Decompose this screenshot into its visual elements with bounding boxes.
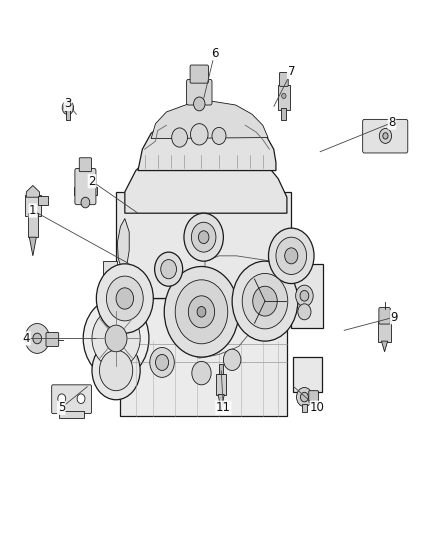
FancyBboxPatch shape bbox=[187, 79, 212, 105]
Circle shape bbox=[150, 348, 174, 377]
PathPatch shape bbox=[138, 112, 276, 171]
Text: 7: 7 bbox=[287, 66, 295, 78]
Circle shape bbox=[197, 306, 206, 317]
FancyBboxPatch shape bbox=[378, 321, 391, 342]
Bar bbox=[66, 107, 70, 120]
Circle shape bbox=[285, 248, 298, 264]
Polygon shape bbox=[218, 394, 224, 410]
Circle shape bbox=[105, 325, 127, 352]
Circle shape bbox=[191, 222, 216, 252]
Circle shape bbox=[62, 101, 74, 115]
Bar bbox=[59, 411, 84, 418]
Text: 8: 8 bbox=[389, 116, 396, 129]
Circle shape bbox=[300, 290, 309, 301]
Text: 4: 4 bbox=[22, 332, 30, 345]
Circle shape bbox=[297, 387, 312, 407]
FancyBboxPatch shape bbox=[216, 374, 226, 395]
Circle shape bbox=[83, 298, 149, 378]
Text: 1: 1 bbox=[29, 204, 37, 217]
Circle shape bbox=[198, 231, 209, 244]
FancyBboxPatch shape bbox=[379, 308, 390, 324]
Circle shape bbox=[155, 354, 169, 370]
Circle shape bbox=[92, 309, 140, 368]
FancyBboxPatch shape bbox=[363, 119, 408, 153]
Circle shape bbox=[33, 333, 42, 344]
Circle shape bbox=[188, 296, 215, 328]
PathPatch shape bbox=[151, 101, 268, 139]
Circle shape bbox=[164, 266, 239, 357]
Circle shape bbox=[223, 349, 241, 370]
Text: 6: 6 bbox=[211, 47, 219, 60]
FancyBboxPatch shape bbox=[103, 261, 117, 290]
Circle shape bbox=[191, 124, 208, 145]
Circle shape bbox=[96, 264, 153, 333]
Circle shape bbox=[300, 392, 308, 402]
Circle shape bbox=[184, 213, 223, 261]
Circle shape bbox=[298, 304, 311, 320]
PathPatch shape bbox=[117, 219, 129, 269]
Circle shape bbox=[172, 128, 187, 147]
Polygon shape bbox=[381, 341, 388, 352]
FancyBboxPatch shape bbox=[79, 158, 92, 172]
FancyBboxPatch shape bbox=[309, 391, 318, 402]
Circle shape bbox=[92, 341, 140, 400]
FancyBboxPatch shape bbox=[74, 187, 97, 195]
FancyBboxPatch shape bbox=[52, 385, 92, 414]
Circle shape bbox=[81, 197, 90, 208]
Circle shape bbox=[232, 261, 298, 341]
FancyBboxPatch shape bbox=[38, 196, 48, 205]
FancyBboxPatch shape bbox=[279, 72, 288, 86]
Circle shape bbox=[296, 285, 313, 306]
FancyBboxPatch shape bbox=[46, 333, 59, 346]
Bar bbox=[281, 108, 286, 120]
Circle shape bbox=[64, 103, 72, 112]
Circle shape bbox=[194, 97, 205, 111]
FancyBboxPatch shape bbox=[28, 213, 38, 237]
FancyBboxPatch shape bbox=[120, 298, 287, 416]
FancyBboxPatch shape bbox=[278, 85, 290, 110]
Text: 9: 9 bbox=[390, 311, 398, 324]
Text: 11: 11 bbox=[216, 401, 231, 414]
Text: 2: 2 bbox=[88, 175, 96, 188]
Polygon shape bbox=[26, 185, 39, 197]
Polygon shape bbox=[29, 237, 36, 256]
FancyBboxPatch shape bbox=[291, 264, 323, 328]
Text: 5: 5 bbox=[58, 401, 65, 414]
Bar bbox=[219, 364, 223, 374]
Circle shape bbox=[161, 260, 177, 279]
FancyBboxPatch shape bbox=[190, 65, 208, 83]
Circle shape bbox=[77, 394, 85, 403]
Circle shape bbox=[268, 228, 314, 284]
FancyBboxPatch shape bbox=[25, 195, 41, 216]
Circle shape bbox=[99, 350, 133, 391]
Circle shape bbox=[379, 128, 392, 143]
Circle shape bbox=[276, 237, 307, 274]
Circle shape bbox=[58, 394, 66, 403]
FancyBboxPatch shape bbox=[75, 168, 96, 205]
Circle shape bbox=[106, 276, 143, 321]
Circle shape bbox=[242, 273, 288, 329]
PathPatch shape bbox=[125, 136, 287, 213]
Circle shape bbox=[212, 127, 226, 144]
Circle shape bbox=[383, 133, 388, 139]
Circle shape bbox=[25, 324, 49, 353]
FancyBboxPatch shape bbox=[116, 192, 291, 298]
FancyBboxPatch shape bbox=[293, 357, 322, 392]
Circle shape bbox=[175, 280, 228, 344]
Bar bbox=[302, 404, 307, 412]
Circle shape bbox=[282, 93, 286, 99]
Circle shape bbox=[253, 286, 277, 316]
Circle shape bbox=[155, 252, 183, 286]
Text: 3: 3 bbox=[64, 98, 71, 110]
Circle shape bbox=[192, 361, 211, 385]
Text: 10: 10 bbox=[310, 401, 325, 414]
Circle shape bbox=[116, 288, 134, 309]
